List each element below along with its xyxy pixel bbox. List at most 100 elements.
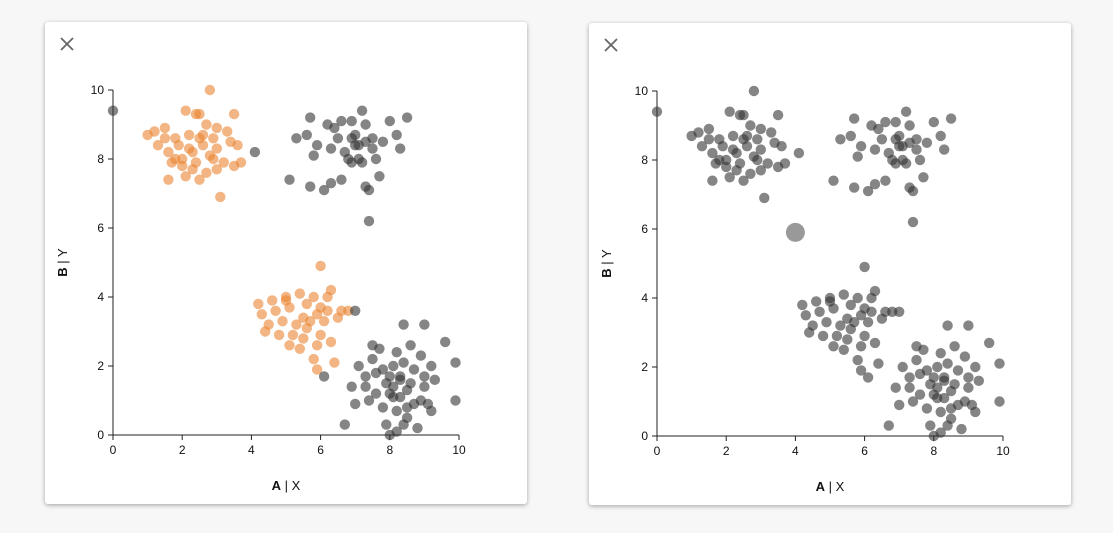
data-point[interactable]: [318, 184, 330, 196]
data-point[interactable]: [738, 175, 749, 186]
data-point[interactable]: [855, 341, 867, 352]
data-point[interactable]: [772, 109, 784, 121]
data-point[interactable]: [419, 319, 430, 330]
data-point[interactable]: [842, 334, 853, 345]
data-point[interactable]: [762, 158, 773, 169]
selected-point[interactable]: [187, 164, 198, 175]
data-point[interactable]: [897, 361, 908, 373]
data-point[interactable]: [370, 153, 382, 165]
selected-point[interactable]: [163, 174, 174, 185]
data-point[interactable]: [973, 375, 984, 386]
data-point[interactable]: [866, 120, 877, 131]
data-point[interactable]: [907, 185, 919, 197]
data-point[interactable]: [869, 179, 881, 190]
selected-point[interactable]: [270, 305, 281, 316]
data-point[interactable]: [914, 389, 926, 400]
data-point[interactable]: [859, 261, 870, 273]
data-point[interactable]: [284, 174, 295, 185]
data-point[interactable]: [363, 215, 375, 227]
selected-point[interactable]: [228, 160, 240, 172]
data-point[interactable]: [748, 85, 760, 97]
data-point[interactable]: [738, 109, 749, 121]
data-point[interactable]: [859, 330, 870, 342]
data-point[interactable]: [305, 112, 316, 123]
data-point[interactable]: [921, 403, 933, 414]
data-point[interactable]: [360, 381, 371, 392]
selected-point[interactable]: [211, 122, 222, 134]
data-point[interactable]: [717, 141, 728, 152]
data-point[interactable]: [925, 420, 936, 431]
data-point[interactable]: [391, 347, 402, 358]
data-point[interactable]: [852, 151, 863, 162]
data-point[interactable]: [945, 385, 957, 397]
data-point[interactable]: [332, 133, 344, 144]
selected-point[interactable]: [294, 288, 305, 299]
selected-point[interactable]: [308, 353, 319, 365]
data-point[interactable]: [415, 350, 427, 361]
data-point[interactable]: [935, 427, 946, 438]
data-point[interactable]: [921, 137, 933, 148]
data-point[interactable]: [651, 106, 663, 117]
data-point[interactable]: [721, 161, 732, 173]
data-point[interactable]: [942, 358, 953, 369]
data-point[interactable]: [696, 141, 708, 152]
data-point[interactable]: [862, 317, 874, 328]
data-point[interactable]: [311, 140, 323, 151]
data-point[interactable]: [852, 292, 863, 304]
data-point[interactable]: [249, 146, 261, 158]
data-point[interactable]: [984, 337, 995, 349]
data-point[interactable]: [408, 398, 420, 410]
selected-point[interactable]: [222, 126, 233, 137]
selected-point[interactable]: [284, 340, 295, 351]
data-point[interactable]: [339, 419, 350, 430]
data-point[interactable]: [890, 382, 901, 393]
selected-point[interactable]: [325, 336, 337, 348]
data-point[interactable]: [907, 216, 919, 228]
selected-point[interactable]: [218, 157, 229, 168]
selected-point[interactable]: [170, 153, 181, 165]
data-point[interactable]: [918, 172, 929, 183]
data-point[interactable]: [401, 112, 413, 123]
data-point[interactable]: [308, 150, 319, 161]
selected-point[interactable]: [194, 133, 205, 144]
data-point[interactable]: [835, 320, 846, 331]
data-point[interactable]: [904, 137, 915, 148]
data-point[interactable]: [970, 361, 981, 373]
data-point[interactable]: [707, 147, 718, 159]
selected-point[interactable]: [180, 105, 191, 116]
data-point[interactable]: [963, 372, 974, 383]
data-point[interactable]: [346, 115, 357, 127]
selected-point[interactable]: [280, 295, 292, 306]
data-point[interactable]: [727, 130, 739, 142]
selected-point[interactable]: [315, 329, 326, 341]
data-point[interactable]: [752, 134, 763, 145]
data-point[interactable]: [755, 165, 766, 176]
data-point[interactable]: [686, 130, 697, 142]
data-point[interactable]: [956, 423, 967, 435]
data-point[interactable]: [367, 143, 378, 154]
data-point[interactable]: [401, 412, 413, 423]
data-point[interactable]: [370, 367, 382, 379]
data-point[interactable]: [880, 116, 891, 128]
selected-point[interactable]: [322, 291, 333, 303]
data-point[interactable]: [862, 185, 874, 197]
scatter-plot-left[interactable]: 0 2 4 6 8 10 0 2 4 6 8 10 A | X B | Y: [45, 22, 527, 504]
data-point[interactable]: [811, 296, 822, 307]
data-point[interactable]: [849, 182, 860, 193]
data-point[interactable]: [866, 292, 877, 304]
data-point[interactable]: [797, 299, 808, 311]
data-point[interactable]: [869, 144, 881, 155]
data-point[interactable]: [374, 171, 385, 182]
data-point[interactable]: [336, 115, 347, 127]
data-point[interactable]: [755, 123, 766, 135]
close-button[interactable]: [601, 35, 621, 55]
data-point[interactable]: [904, 382, 915, 393]
data-point[interactable]: [724, 172, 735, 183]
selected-point[interactable]: [228, 108, 240, 120]
data-point[interactable]: [731, 165, 742, 176]
data-point[interactable]: [890, 134, 901, 145]
data-point[interactable]: [862, 372, 874, 383]
data-point[interactable]: [429, 374, 440, 385]
data-point[interactable]: [401, 384, 413, 396]
data-point[interactable]: [963, 320, 974, 331]
